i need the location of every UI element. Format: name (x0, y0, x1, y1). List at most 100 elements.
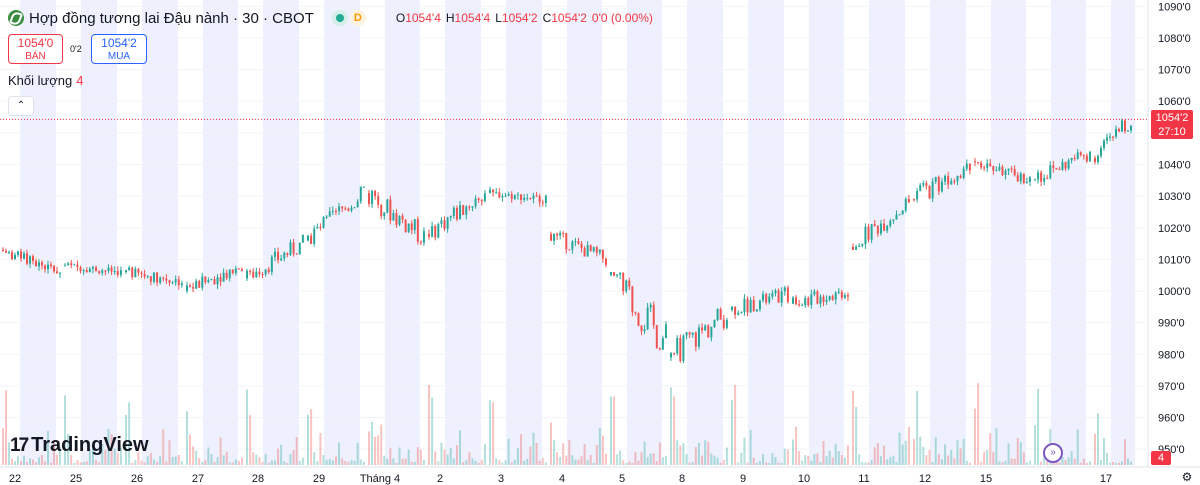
candle-body (477, 198, 480, 200)
volume-bar (1103, 438, 1105, 465)
candle-body (541, 202, 544, 204)
candle-body (801, 304, 804, 306)
volume-bar (774, 457, 777, 465)
session-band (1051, 0, 1086, 465)
scroll-to-realtime-button[interactable]: » (1043, 443, 1063, 463)
candle-body (277, 251, 280, 261)
candle-body (162, 277, 165, 279)
volume-bar (783, 448, 786, 465)
candle-body (889, 220, 892, 226)
volume-bar (449, 448, 452, 465)
ohlc-values: O1054'4 H1054'4 L1054'2 C1054'2 0'0 (0.0… (396, 11, 653, 25)
volume-bar (752, 457, 755, 465)
candle-body (313, 228, 316, 244)
candle-body (386, 199, 389, 213)
collapse-legend-button[interactable]: ⌃ (8, 96, 34, 116)
volume-bar (310, 409, 313, 465)
candle-body (410, 223, 413, 231)
candle-body (328, 211, 331, 217)
sell-button[interactable]: 1054'0 BÁN (8, 34, 63, 64)
candle-body (944, 176, 947, 182)
price-tick-label: 1010'0 (1158, 254, 1191, 266)
volume-bar (398, 447, 401, 465)
volume-bar (258, 457, 261, 465)
volume-legend[interactable]: Khối lượng 4 (8, 73, 83, 88)
volume-bar (152, 459, 155, 465)
tradingview-logo[interactable]: 17 TradingView (10, 434, 149, 457)
volume-bar (344, 460, 347, 465)
volume-bar (313, 452, 316, 465)
candle-body (616, 274, 619, 276)
session-band (1111, 0, 1135, 465)
volume-bar (47, 431, 49, 465)
volume-bar (119, 447, 122, 465)
soybean-symbol-icon[interactable] (8, 10, 24, 26)
candle-body (11, 252, 13, 260)
candle-body (1112, 136, 1114, 138)
volume-bar (507, 438, 510, 465)
volume-bar (11, 458, 13, 465)
candle-body (676, 338, 679, 354)
volume-bar (347, 462, 350, 465)
volume-bar (50, 462, 52, 465)
candle-body (989, 163, 992, 167)
candle-body (655, 325, 658, 349)
volume-bar (895, 462, 898, 465)
candle-body (571, 241, 574, 250)
volume-bar (192, 446, 195, 465)
volume-bar (944, 444, 947, 465)
delayed-data-badge[interactable]: D (349, 10, 366, 26)
candle-body (350, 207, 353, 211)
volume-bar (619, 450, 622, 465)
candle-body (207, 280, 210, 283)
symbol-title[interactable]: Hợp đồng tương lai Đậu nành · 30 · CBOT (29, 9, 314, 27)
volume-bar (873, 447, 876, 465)
candle-body (443, 220, 446, 229)
volume-bar (731, 400, 733, 465)
volume-bar (610, 396, 612, 465)
candle-body (286, 252, 289, 255)
candle-body (67, 263, 70, 266)
candle-body (631, 286, 634, 313)
volume-bar (480, 459, 483, 465)
volume-bar (898, 432, 901, 465)
volume-bar (916, 390, 919, 465)
volume-bar (107, 428, 110, 465)
volume-bar (1034, 425, 1036, 465)
candle-body (198, 280, 201, 288)
volume-bar (146, 456, 149, 465)
volume-bar (437, 461, 440, 465)
volume-bar (989, 433, 992, 465)
volume-bar (1025, 462, 1028, 465)
candle-body (85, 270, 88, 273)
volume-bar (407, 449, 410, 465)
volume-bar (565, 455, 568, 465)
volume-bar (962, 438, 965, 465)
candle-body (98, 271, 101, 274)
volume-bar (289, 453, 292, 465)
candle-body (553, 233, 556, 241)
volume-bar (819, 462, 822, 465)
volume-bar (913, 438, 915, 465)
volume-bar (513, 459, 516, 465)
candle-body (465, 206, 468, 215)
volume-bar (822, 441, 825, 465)
candle-body (380, 204, 383, 217)
candle-body (428, 234, 430, 237)
volume-bar (758, 460, 761, 465)
volume-bar (1127, 458, 1129, 465)
settings-gear-icon[interactable]: ⚙ (1181, 470, 1193, 484)
candle-body (583, 248, 586, 257)
volume-bar (159, 456, 162, 465)
candle-body (523, 197, 526, 200)
volume-bar (710, 453, 713, 465)
volume-bar (734, 384, 737, 465)
time-tick-label: 22 (9, 473, 21, 485)
candle-body (8, 252, 10, 254)
candle-body (440, 220, 443, 224)
volume-bar (1022, 452, 1025, 465)
buy-button[interactable]: 1054'2 MUA (91, 34, 147, 64)
volume-bar (792, 439, 794, 465)
candle-body (962, 168, 965, 178)
